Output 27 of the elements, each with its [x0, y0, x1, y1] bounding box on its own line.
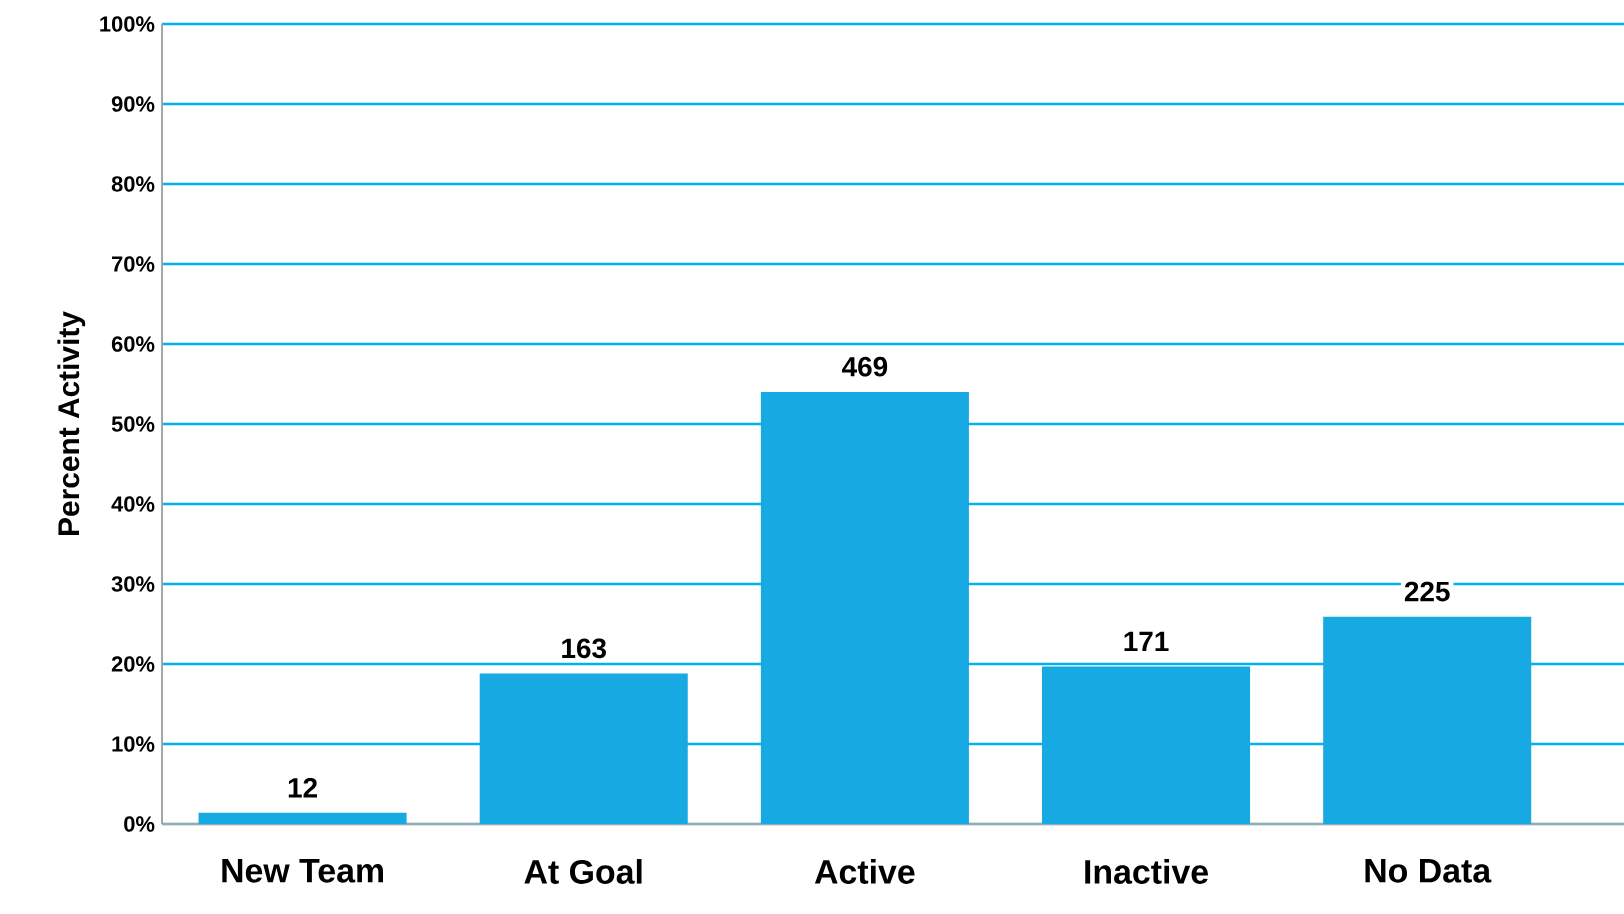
bar	[760, 391, 969, 824]
y-tick-label: 40%	[111, 496, 155, 512]
y-tick-label: 50%	[111, 416, 155, 432]
annotation: 171	[1124, 631, 1169, 651]
bar	[198, 812, 407, 824]
annotation: 12	[288, 777, 317, 798]
y-tick-label: 10%	[112, 736, 155, 752]
y-tick-label: 90%	[111, 96, 155, 112]
annotation: 163	[562, 638, 606, 659]
x-tick-label: No Data	[1365, 859, 1492, 883]
x-tick-label: At Goal	[524, 859, 642, 884]
annotation: 225	[1404, 581, 1450, 602]
y-tick-label: 70%	[112, 256, 155, 272]
annotation: 469	[842, 356, 888, 377]
y-tick-label: 0%	[124, 816, 155, 832]
y-tick-label: 80%	[111, 176, 155, 192]
x-tick-label: Inactive	[1085, 859, 1208, 884]
bar	[1042, 666, 1251, 824]
y-axis-title: Percent Activity	[57, 311, 86, 535]
x-tick-label: Active	[814, 859, 915, 884]
y-tick-label: 100%	[100, 16, 155, 32]
bar	[479, 673, 688, 824]
y-tick-label: 20%	[111, 656, 155, 672]
x-tick-label: New Team	[222, 859, 384, 883]
y-tick-label: 60%	[111, 336, 155, 352]
y-tick-label: 30%	[111, 576, 155, 592]
bar	[1323, 616, 1532, 824]
